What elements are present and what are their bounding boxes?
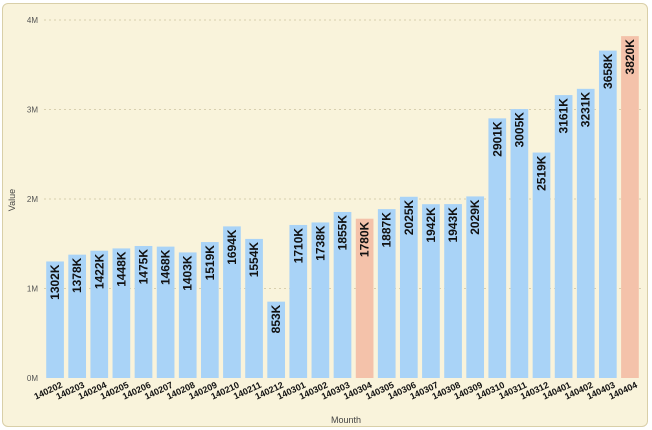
- data-label: 1519K: [203, 245, 217, 281]
- data-label: 3005K: [512, 112, 526, 148]
- data-label: 2519K: [535, 155, 549, 191]
- data-labels: 1302K 1378K 1422K 1448K 1475K 1468K 1403K 1519K…: [48, 39, 637, 334]
- data-label: 2025K: [402, 199, 416, 235]
- y-axis-ticks: 0M 1M 2M 3M 4M: [27, 16, 38, 383]
- bar[interactable]: [90, 250, 109, 378]
- data-label: 1855K: [336, 215, 350, 251]
- data-label: 1378K: [70, 257, 84, 293]
- y-axis-title: Value: [7, 189, 17, 211]
- x-axis-title: Mounth: [331, 415, 361, 425]
- data-label: 1475K: [137, 249, 151, 285]
- data-label: 1710K: [291, 228, 305, 264]
- data-label: 1403K: [181, 255, 195, 291]
- data-label: 3231K: [579, 92, 593, 128]
- data-label: 3820K: [623, 39, 637, 75]
- bar[interactable]: [399, 196, 418, 378]
- data-label: 3658K: [601, 53, 615, 89]
- bar[interactable]: [245, 238, 263, 378]
- bars: [46, 36, 639, 379]
- bar[interactable]: [112, 248, 131, 378]
- data-label: 1780K: [358, 221, 372, 257]
- y-tick-label: 0M: [27, 374, 38, 383]
- bar[interactable]: [223, 226, 241, 378]
- data-label: 1468K: [159, 249, 173, 285]
- bar[interactable]: [444, 204, 462, 378]
- y-tick-label: 2M: [27, 195, 38, 204]
- data-label: 2901K: [490, 121, 504, 157]
- x-axis-ticks: 1402021402031402041402051402061402071402…: [32, 380, 638, 402]
- data-label: 853K: [269, 304, 283, 333]
- data-label: 2029K: [468, 199, 482, 235]
- bar[interactable]: [289, 224, 308, 378]
- bar[interactable]: [134, 245, 153, 378]
- bar[interactable]: [156, 246, 175, 378]
- bar[interactable]: [355, 218, 374, 378]
- data-label: 1554K: [247, 242, 261, 278]
- bar[interactable]: [311, 222, 330, 378]
- data-label: 1943K: [446, 207, 460, 243]
- y-tick-label: 3M: [27, 106, 38, 115]
- bar[interactable]: [200, 242, 219, 378]
- bar[interactable]: [466, 196, 485, 378]
- data-label: 1302K: [48, 264, 62, 300]
- data-label: 1694K: [225, 229, 239, 265]
- bar[interactable]: [554, 95, 573, 378]
- bar[interactable]: [621, 36, 639, 379]
- bar[interactable]: [422, 204, 440, 378]
- data-label: 1887K: [380, 212, 394, 248]
- bar[interactable]: [510, 109, 529, 379]
- bar[interactable]: [267, 301, 286, 378]
- bar[interactable]: [377, 209, 396, 378]
- bar[interactable]: [576, 88, 595, 378]
- data-label: 1738K: [313, 225, 327, 261]
- data-label: 1448K: [114, 251, 128, 287]
- bar[interactable]: [488, 118, 507, 378]
- bar[interactable]: [598, 50, 617, 378]
- bar[interactable]: [68, 254, 87, 378]
- bar[interactable]: [178, 252, 197, 378]
- data-label: 3161K: [557, 98, 571, 134]
- data-label: 1422K: [92, 253, 106, 289]
- bar[interactable]: [46, 261, 64, 378]
- data-label: 1942K: [424, 207, 438, 243]
- bar[interactable]: [532, 152, 551, 378]
- y-tick-label: 4M: [27, 16, 38, 25]
- bar[interactable]: [333, 211, 352, 378]
- y-tick-label: 1M: [27, 285, 38, 294]
